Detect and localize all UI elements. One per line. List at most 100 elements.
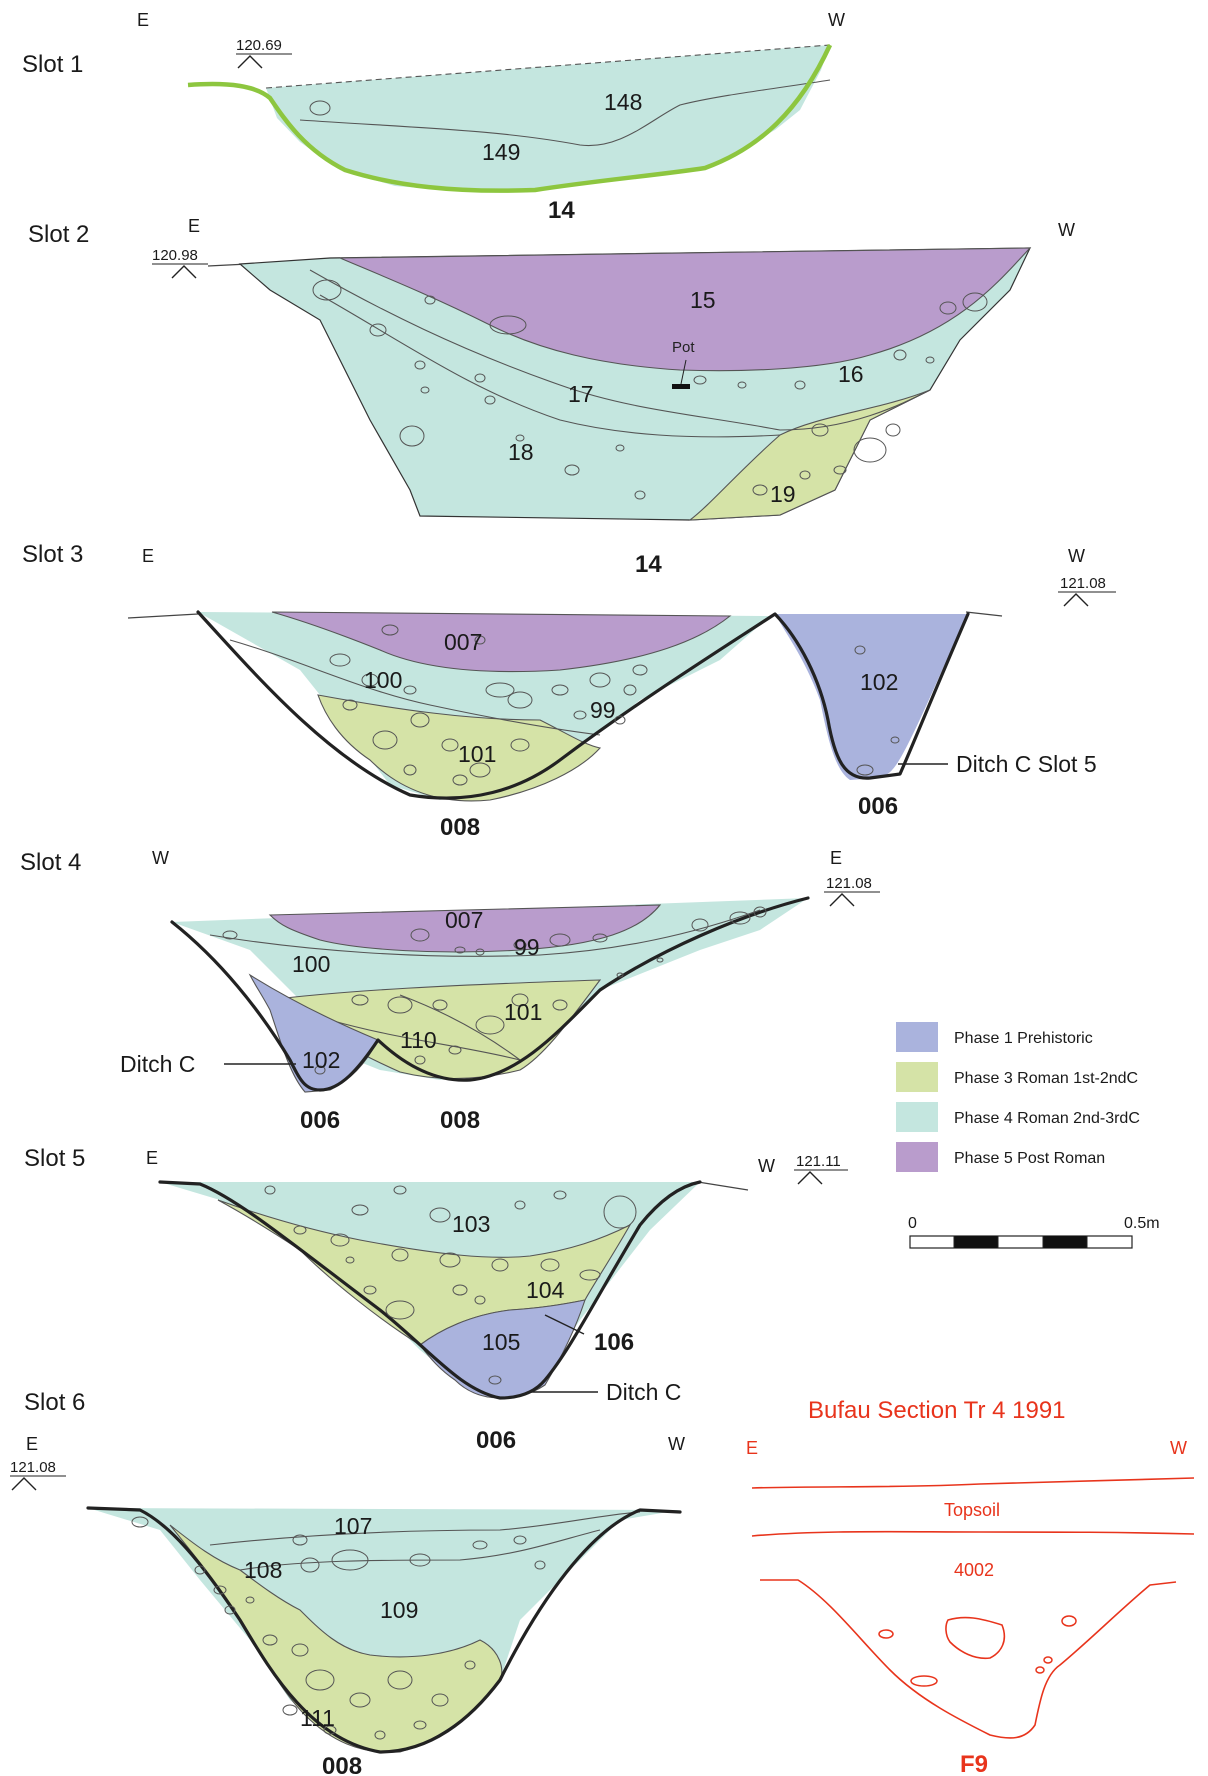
slot-1-label-149: 149 — [482, 139, 520, 165]
slot-6-label-108: 108 — [244, 1557, 282, 1583]
legend-label: Phase 5 Post Roman — [954, 1150, 1105, 1167]
slot-2-pot-find-marker — [672, 384, 690, 389]
slot-3-elevation: 121.08 — [1060, 575, 1106, 592]
slot-6-section: Slot 6 E W 121.08 — [10, 1389, 685, 1776]
slot-1-section: Slot 1 E W 120.69 148 149 14 — [22, 10, 845, 224]
slot-3-datum-marker: 121.08 — [1058, 575, 1116, 607]
slot-5-title: Slot 5 — [24, 1145, 85, 1172]
slot-3-fill-phase3 — [317, 694, 602, 802]
slot-5-elevation: 121.11 — [796, 1153, 841, 1170]
slot-3-dir-left: E — [142, 546, 154, 566]
slot-2-fill-phase5 — [339, 247, 1032, 372]
bufau-dir-right: W — [1170, 1438, 1187, 1458]
slot-1-label-148: 148 — [604, 89, 642, 115]
slot-5-stones — [264, 1185, 637, 1385]
slot-2-label-15: 15 — [690, 287, 716, 313]
slot-3-cut-outline — [196, 610, 970, 800]
slot-4-cut-outline — [170, 896, 810, 1092]
slot-2-section: Slot 2 E W 120.98 — [28, 216, 1075, 578]
slot-1-datum-marker: 120.69 — [236, 37, 292, 69]
bufau-stone — [945, 1616, 1006, 1660]
slot-3-dir-right: W — [1068, 546, 1085, 566]
slot-4-label-110: 110 — [400, 1027, 437, 1053]
slot-4-section: Slot 4 W E 121.08 — [20, 848, 880, 1134]
legend-item-phase5: Phase 5 Post Roman — [896, 1142, 1105, 1172]
slot-6-datum-marker: 121.08 — [10, 1459, 66, 1491]
slot-4-cut-006: 006 — [300, 1107, 340, 1134]
slot-1-title: Slot 1 — [22, 51, 83, 78]
slot-4-dir-right: E — [830, 848, 842, 868]
slot-5-label-103: 103 — [452, 1211, 490, 1237]
slot-6-label-107: 107 — [334, 1513, 372, 1539]
bufau-dir-left: E — [746, 1438, 758, 1458]
legend-swatch — [896, 1102, 938, 1132]
scale-bar: 0 0.5m — [908, 1215, 1160, 1249]
slot-1-dir-left: E — [137, 10, 149, 30]
slot-2-stones — [312, 279, 988, 500]
slot-5-cut-006: 006 — [476, 1427, 516, 1454]
bufau-topsoil-base — [751, 1530, 1195, 1537]
slot-3-stones — [329, 624, 900, 786]
legend-label: Phase 4 Roman 2nd-3rdC — [954, 1110, 1140, 1127]
slot-1-elevation: 120.69 — [236, 37, 282, 54]
slot-4-interface-99 — [209, 909, 761, 957]
slot-4-title: Slot 4 — [20, 849, 81, 876]
bufau-4002-label: 4002 — [954, 1560, 994, 1580]
slot-3-cut-008: 008 — [440, 814, 480, 841]
slot-4-label-100: 100 — [292, 951, 330, 977]
slot-6-interface-108 — [239, 1529, 601, 1571]
slot-5-label-105: 105 — [482, 1329, 520, 1355]
slot-3-label-101: 101 — [458, 741, 496, 767]
slot-4-fill-phase5 — [268, 904, 662, 953]
legend-swatch — [896, 1142, 938, 1172]
slot-1-interface — [299, 79, 831, 147]
slot-3-cut-006: 006 — [858, 793, 898, 820]
scale-end-label: 0.5m — [1124, 1215, 1160, 1232]
slot-5-ditch-callout: Ditch C — [606, 1379, 681, 1405]
slot-4-stones — [222, 906, 767, 1075]
slot-3-label-102: 102 — [860, 669, 898, 695]
slot-2-fill-phase3 — [688, 389, 931, 521]
slot-6-label-111: 111 — [300, 1705, 335, 1731]
slot-5-cut-106: 106 — [594, 1329, 634, 1356]
slot-4-label-007: 007 — [445, 907, 483, 933]
scale-start-label: 0 — [908, 1215, 917, 1232]
slot-4-datum-marker: 121.08 — [824, 875, 880, 907]
slot-2-elevation: 120.98 — [152, 247, 198, 264]
bufau-topsoil-label: Topsoil — [944, 1500, 1000, 1520]
slot-3-label-100: 100 — [364, 667, 402, 693]
slot-5-label-104: 104 — [526, 1277, 565, 1303]
legend-label: Phase 1 Prehistoric — [954, 1030, 1093, 1047]
slot-1-base-line — [187, 44, 833, 193]
slot-6-cut-008: 008 — [322, 1753, 362, 1776]
bufau-title: Bufau Section Tr 4 1991 — [808, 1397, 1066, 1424]
slot-1-fill-phase4 — [266, 45, 830, 192]
slot-3-label-99: 99 — [590, 697, 616, 723]
slot-2-label-19: 19 — [770, 481, 796, 507]
legend-item-phase3: Phase 3 Roman 1st-2ndC — [896, 1062, 1138, 1092]
legend-label: Phase 3 Roman 1st-2ndC — [954, 1070, 1138, 1087]
slot-2-interface-18 — [319, 294, 781, 438]
slot-6-elevation: 121.08 — [10, 1459, 56, 1476]
slot-1-top-dashed — [265, 44, 831, 89]
slot-2-label-16: 16 — [838, 361, 864, 387]
slot-6-label-109: 109 — [380, 1597, 418, 1623]
slot-6-dir-right: W — [668, 1434, 685, 1454]
slot-5-dir-right: W — [758, 1156, 775, 1176]
slot-1-dir-right: W — [828, 10, 845, 30]
slot-6-title: Slot 6 — [24, 1389, 85, 1416]
slot-6-stones — [131, 1516, 546, 1740]
slot-3-section: Slot 3 E W 121.08 — [22, 541, 1116, 841]
slot-5-dir-left: E — [146, 1148, 158, 1168]
slot-4-cut-008: 008 — [440, 1107, 480, 1134]
legend-swatch — [896, 1062, 938, 1092]
slot-2-datum-marker: 120.98 — [152, 247, 208, 279]
slot-4-fill-phase1 — [248, 973, 379, 1093]
slot-2-label-18: 18 — [508, 439, 534, 465]
slot-4-elevation: 121.08 — [826, 875, 872, 892]
slot-3-ditch-callout: Ditch C Slot 5 — [956, 751, 1097, 777]
bufau-cut-f9: F9 — [960, 1751, 988, 1776]
slot-2-dir-right: W — [1058, 220, 1075, 240]
slot-6-interface-107 — [209, 1511, 641, 1546]
